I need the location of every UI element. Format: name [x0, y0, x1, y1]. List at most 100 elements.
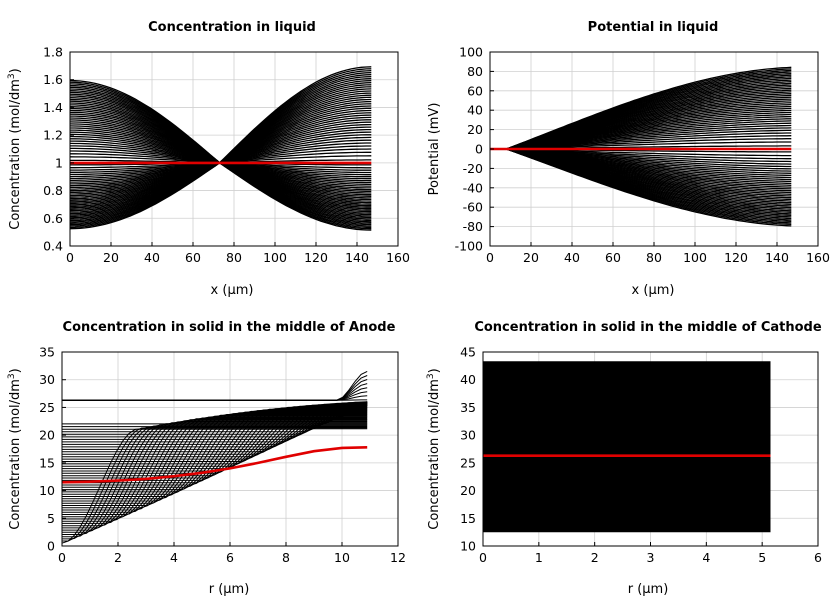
x-tick-label: 60: [185, 250, 201, 265]
x-tick-label: 3: [647, 550, 655, 565]
panel-anode-solid-concentration: 0 2 4 6 8 10 12 0 5 10 15 20 25 30 35 Concentration in…: [7, 320, 406, 597]
x-tick-label: 2: [591, 550, 599, 565]
y-tick-label: 1.6: [43, 72, 63, 87]
y-tick-label: 1.8: [43, 45, 63, 60]
highlight-line: [61, 446, 368, 484]
family-line: [62, 423, 368, 531]
y-tick-label: -100: [455, 239, 483, 254]
y-axis-label: Concentration (mol/dm3): [426, 368, 442, 530]
y-axis-label: Concentration (mol/dm3): [7, 368, 23, 530]
family-line: [490, 148, 792, 227]
y-tick-label: 10: [460, 539, 476, 554]
family-line: [62, 379, 368, 401]
family-line: [62, 370, 368, 401]
x-tick-label: 40: [144, 250, 160, 265]
series-lines: [61, 370, 368, 544]
x-tick-label: 4: [702, 550, 710, 565]
x-tick-label: 20: [103, 250, 119, 265]
y-tick-label: 30: [460, 428, 476, 443]
x-tick-label: 6: [226, 550, 234, 565]
family-line: [490, 148, 792, 157]
family-line: [62, 410, 368, 493]
y-tick-label: 30: [39, 372, 55, 387]
x-tick-label: 0: [58, 550, 66, 565]
x-tick-label: 0: [66, 250, 74, 265]
y-tick-label: 80: [467, 64, 483, 79]
x-tick-label: 100: [263, 250, 287, 265]
y-tick-label: 100: [459, 45, 483, 60]
series-lines: [483, 361, 771, 533]
chart-title: Concentration in solid in the middle of …: [474, 320, 822, 335]
x-tick-label: 100: [683, 250, 707, 265]
x-tick-label: 0: [479, 550, 487, 565]
x-tick-label: 160: [806, 250, 830, 265]
y-tick-label: 45: [460, 345, 476, 360]
x-tick-label: 0: [486, 250, 494, 265]
family-line: [62, 387, 368, 401]
x-tick-label: 120: [304, 250, 328, 265]
family-line: [62, 423, 368, 533]
y-tick-label: 20: [467, 122, 483, 137]
y-tick-label: 1.4: [43, 100, 63, 115]
family-line: [62, 424, 368, 535]
panel-liquid-concentration: 0 20 40 60 80 100 120 140 160 0.4 0.6 0.8 1 1.2 1.4 1.6…: [7, 20, 410, 298]
y-tick-label: 40: [467, 103, 483, 118]
y-tick-label: 0.4: [43, 239, 63, 254]
y-tick-label: -40: [463, 180, 483, 195]
family-line: [62, 395, 368, 401]
family-line: [62, 427, 368, 542]
y-axis-label: Potential (mV): [427, 103, 442, 196]
family-line: [490, 66, 792, 150]
y-tick-label: 15: [460, 511, 476, 526]
family-line: [62, 412, 368, 497]
y-tick-label: 20: [460, 483, 476, 498]
y-tick-label: -80: [463, 219, 483, 234]
chart-title: Concentration in solid in the middle of …: [63, 320, 396, 335]
y-tick-label: 20: [39, 428, 55, 443]
x-axis-label: x (µm): [211, 283, 254, 298]
y-tick-label: 25: [39, 400, 55, 415]
x-tick-label: 4: [170, 550, 178, 565]
y-axis-label: Concentration (mol/dm3): [7, 68, 23, 230]
y-tick-label: 0: [47, 539, 55, 554]
x-tick-label: 12: [390, 550, 406, 565]
y-tick-label: 5: [47, 511, 55, 526]
x-tick-label: 140: [765, 250, 789, 265]
x-tick-label: 140: [345, 250, 369, 265]
family-line: [62, 412, 368, 500]
x-tick-label: 2: [114, 550, 122, 565]
family-line: [62, 420, 368, 524]
x-tick-label: 10: [334, 550, 350, 565]
x-tick-label: 1: [535, 550, 543, 565]
y-tick-label: 1.2: [43, 128, 63, 143]
family-line: [62, 410, 368, 491]
y-tick-label: 60: [467, 83, 483, 98]
x-axis-label: r (µm): [209, 582, 250, 597]
family-line: [62, 375, 368, 401]
y-tick-label: 40: [460, 372, 476, 387]
x-tick-label: 20: [523, 250, 539, 265]
x-axis-label: x (µm): [632, 283, 675, 298]
x-tick-label: 40: [564, 250, 580, 265]
x-tick-label: 60: [605, 250, 621, 265]
family-line: [62, 391, 368, 401]
y-tick-label: 35: [460, 400, 476, 415]
tick-labels: 0 20 40 60 80 100 120 140 160 0.4 0.6 0.8 1 1.2 1.4 1.6…: [43, 45, 410, 266]
x-tick-label: 8: [282, 550, 290, 565]
family-line: [62, 383, 368, 401]
family-line: [62, 426, 368, 540]
x-axis-label: r (µm): [628, 582, 669, 597]
x-tick-label: 80: [226, 250, 242, 265]
y-tick-label: -20: [463, 161, 483, 176]
chart-title: Concentration in liquid: [148, 20, 316, 35]
y-tick-label: 15: [39, 455, 55, 470]
family-line: [62, 418, 368, 518]
family-line: [61, 428, 368, 544]
panel-liquid-potential: 0 20 40 60 80 100 120 140 160 -100 -80 -60 -40 -20 0 20…: [427, 20, 830, 298]
family-line: [62, 421, 368, 527]
family-line: [62, 416, 368, 513]
y-tick-label: 25: [460, 455, 476, 470]
